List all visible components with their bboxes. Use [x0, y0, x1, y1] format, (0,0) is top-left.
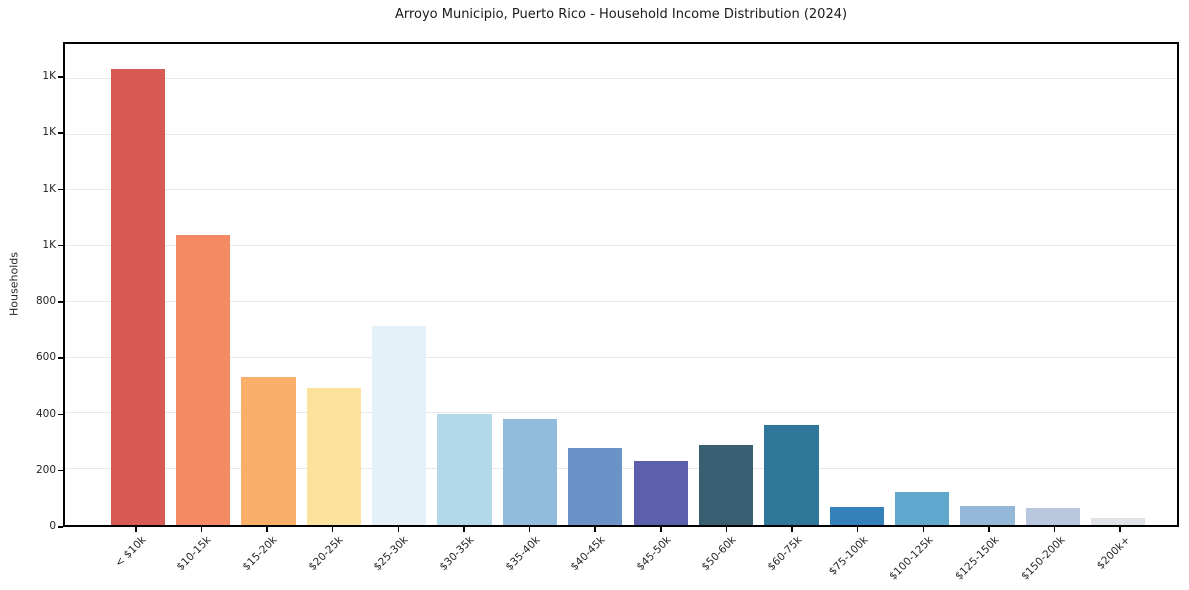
bar-$50-60k — [698, 444, 754, 525]
bar-slot — [236, 44, 301, 525]
bar-$200k+ — [1091, 518, 1146, 525]
gridline — [65, 189, 1177, 191]
y-tick-mark — [58, 76, 63, 78]
bar-$45-50k — [633, 460, 688, 525]
bar-$150-200k — [1025, 508, 1081, 525]
bar-slot — [105, 44, 170, 525]
chart-title: Arroyo Municipio, Puerto Rico - Househol… — [394, 7, 848, 22]
bar-$40-45k — [568, 447, 623, 525]
x-tick-label: < $10k — [112, 534, 149, 570]
bar-< $10k — [110, 69, 165, 525]
gridline — [65, 356, 1177, 358]
bar-$10-15k — [175, 235, 231, 525]
y-tick-label: 1K — [42, 126, 56, 139]
bar-slot — [367, 44, 432, 525]
x-tick-mark — [1053, 527, 1056, 532]
y-tick-mark — [58, 188, 63, 191]
bar-slot — [432, 44, 497, 525]
bar-slot — [1020, 44, 1085, 525]
y-tick-mark — [58, 132, 63, 134]
bar-$20-25k — [306, 388, 361, 525]
bar-slot — [759, 44, 824, 525]
x-tick-mark — [791, 527, 793, 532]
gridline — [65, 245, 1177, 247]
bar-slot — [955, 44, 1020, 525]
y-tick-mark — [58, 301, 63, 303]
x-tick-mark — [135, 527, 137, 532]
bar-$75-100k — [829, 507, 884, 525]
bar-slot — [497, 44, 562, 525]
x-tick-mark — [463, 527, 465, 532]
bar-$100-125k — [895, 492, 950, 525]
y-tick-label: 1K — [42, 238, 56, 251]
gridline — [65, 133, 1177, 135]
gridline — [65, 77, 1177, 79]
gridline — [65, 300, 1177, 302]
x-tick-mark — [528, 527, 531, 532]
x-tick-mark — [725, 527, 728, 532]
x-tick-mark — [594, 527, 596, 532]
y-tick-mark — [58, 244, 63, 247]
y-tick-mark — [58, 469, 63, 472]
x-tick-mark — [1119, 527, 1121, 532]
y-tick-label: 800 — [35, 295, 56, 308]
bar-slot — [890, 44, 955, 525]
y-tick-label: 400 — [35, 407, 56, 420]
x-tick-mark — [266, 527, 268, 532]
x-tick-mark — [988, 527, 990, 532]
x-tick-mark — [397, 527, 400, 532]
x-tick-mark — [200, 527, 203, 532]
y-tick-label: 1K — [42, 182, 56, 195]
y-tick-mark — [58, 357, 63, 359]
bar-slot — [628, 44, 693, 525]
y-tick-mark — [58, 413, 63, 416]
x-tick-mark — [856, 527, 859, 532]
y-tick-label: 1K — [42, 70, 56, 83]
bars-container — [105, 44, 1151, 525]
bar-slot — [824, 44, 889, 525]
bar-$125-150k — [960, 506, 1015, 525]
bar-$35-40k — [502, 419, 558, 525]
y-tick-mark — [58, 526, 63, 528]
x-tick-mark — [331, 527, 334, 532]
x-tick-mark — [660, 527, 662, 532]
bar-slot — [301, 44, 366, 525]
y-tick-label: 600 — [35, 351, 56, 364]
y-tick-label: 200 — [35, 463, 56, 476]
bar-$30-35k — [437, 414, 492, 525]
y-tick-label: 0 — [49, 520, 56, 532]
gridline — [65, 412, 1177, 414]
bar-$15-20k — [241, 377, 296, 525]
x-tick-mark — [922, 527, 925, 532]
bar-slot — [170, 44, 235, 525]
plot-area — [63, 42, 1179, 527]
bar-slot — [693, 44, 758, 525]
bar-$25-30k — [372, 325, 427, 525]
bar-slot — [1086, 44, 1151, 525]
bar-$60-75k — [764, 425, 819, 525]
bar-slot — [563, 44, 628, 525]
